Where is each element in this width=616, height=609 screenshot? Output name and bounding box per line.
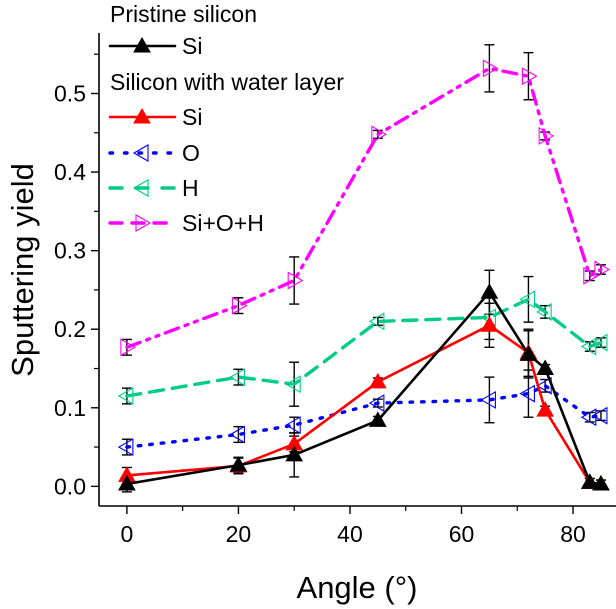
data-point [229, 425, 245, 444]
data-point [231, 296, 248, 315]
x-axis-title: Angle (°) [297, 570, 418, 605]
data-point [117, 387, 134, 405]
data-point [120, 338, 136, 357]
data-point [368, 312, 385, 331]
legend-label: Si [182, 33, 202, 59]
legend-marker [132, 179, 149, 197]
data-point [482, 59, 499, 78]
data-point [536, 359, 555, 375]
legend-group-title: Pristine silicon [110, 1, 257, 27]
axes: 0 20 40 60 80 0.0 0.1 0.2 0.3 0.4 0.5 [54, 33, 616, 547]
data-point [519, 384, 535, 403]
data-point [580, 337, 597, 356]
legend-marker [133, 36, 151, 53]
data-point [480, 283, 499, 299]
legend-marker [135, 214, 152, 232]
data-point [536, 302, 552, 321]
legend: Pristine silicon Si Silicon with water lay… [108, 1, 344, 236]
series-line-h-3 [125, 297, 603, 398]
legend-label: O [182, 140, 200, 166]
series-layer [117, 44, 611, 493]
data-point [480, 390, 496, 409]
data-point [583, 266, 599, 285]
legend-marker [132, 144, 149, 162]
series-2-errorbars [121, 369, 606, 456]
y-tick-label: 0.0 [54, 473, 86, 499]
y-tick-label: 0.1 [54, 395, 86, 421]
series-4-errorbars [121, 44, 606, 356]
data-point [368, 372, 387, 389]
y-tick-label: 0.4 [54, 159, 86, 185]
data-point [536, 401, 555, 417]
data-point [538, 126, 555, 145]
data-point [285, 445, 304, 462]
data-point [594, 260, 611, 279]
x-tick-label: 20 [226, 521, 252, 547]
x-tick-label: 60 [449, 521, 475, 547]
legend-label: H [182, 175, 199, 201]
data-point [287, 271, 304, 290]
series-line-o-2 [125, 384, 603, 449]
data-point [117, 438, 134, 457]
data-point [591, 406, 608, 425]
data-point [480, 316, 499, 332]
legend-label: Si [182, 104, 202, 130]
data-point [580, 473, 599, 489]
data-point [285, 416, 301, 435]
data-point [118, 474, 136, 491]
data-point [519, 345, 538, 361]
data-point [519, 290, 535, 309]
y-tick-label: 0.2 [54, 316, 86, 342]
y-tick-label: 0.3 [54, 238, 86, 264]
data-point [368, 411, 387, 427]
legend-marker [133, 107, 151, 124]
data-point [229, 368, 245, 387]
data-point [368, 394, 385, 413]
series-0-errorbars [121, 269, 606, 493]
data-point [521, 67, 538, 86]
y-axis-title: Sputtering yield [5, 163, 40, 377]
legend-label: Si+O+H [182, 210, 264, 236]
data-point [229, 456, 248, 472]
legend-group-title: Silicon with water layer [110, 69, 344, 95]
data-point [285, 375, 301, 394]
data-point [592, 474, 610, 491]
y-tick-label: 0.5 [54, 81, 86, 107]
x-tick-label: 0 [120, 521, 133, 547]
x-tick-label: 80 [560, 521, 586, 547]
x-tick-label: 40 [337, 521, 363, 547]
data-point [591, 333, 608, 352]
series-line-si-o-h-4 [125, 66, 603, 349]
data-point [371, 125, 387, 144]
